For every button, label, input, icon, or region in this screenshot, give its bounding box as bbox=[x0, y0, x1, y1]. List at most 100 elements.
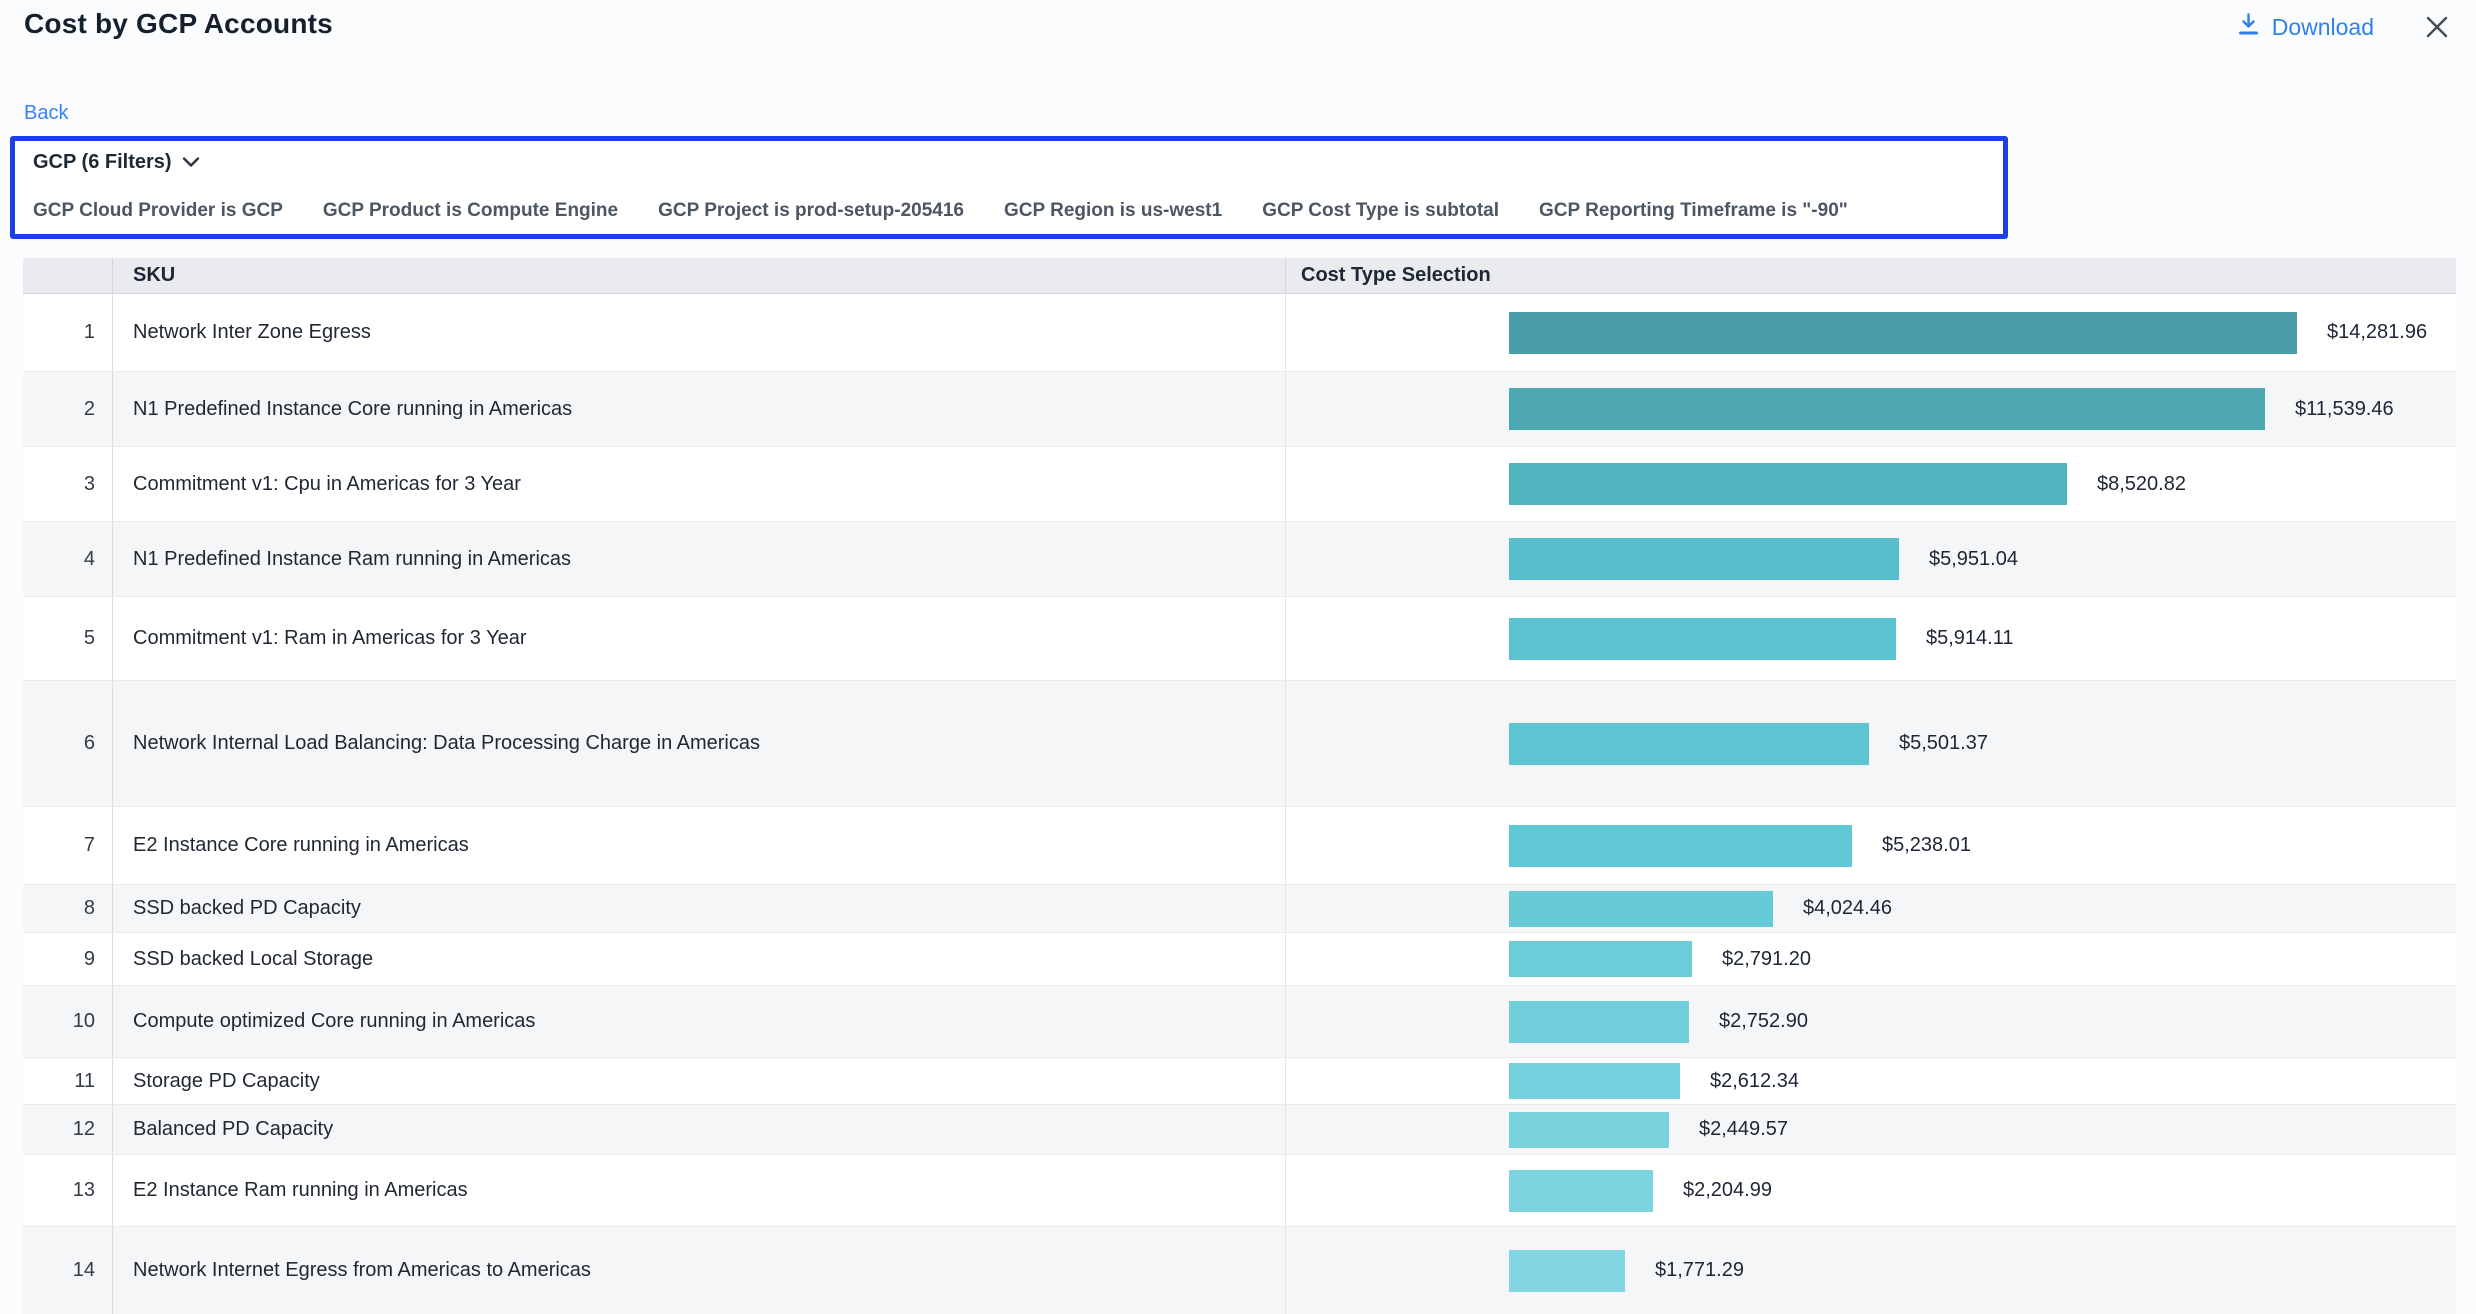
row-number: 4 bbox=[23, 522, 112, 596]
sku-name: Storage PD Capacity bbox=[112, 1058, 1285, 1104]
cost-value: $14,281.96 bbox=[2327, 321, 2427, 344]
sku-name: Balanced PD Capacity bbox=[112, 1105, 1285, 1154]
download-icon bbox=[2237, 12, 2260, 42]
top-actions: Download bbox=[2237, 10, 2454, 44]
cost-value: $2,204.99 bbox=[1683, 1179, 1772, 1202]
table-row[interactable]: 5Commitment v1: Ram in Americas for 3 Ye… bbox=[23, 597, 2456, 681]
cost-bar bbox=[1509, 891, 1773, 927]
cost-value: $5,951.04 bbox=[1929, 548, 2018, 571]
cost-value: $2,612.34 bbox=[1710, 1070, 1799, 1093]
sku-name: N1 Predefined Instance Core running in A… bbox=[112, 372, 1285, 446]
sku-name: SSD backed PD Capacity bbox=[112, 885, 1285, 932]
chevron-down-icon bbox=[182, 151, 200, 174]
cost-value: $11,539.46 bbox=[2295, 398, 2394, 421]
table-row[interactable]: 13E2 Instance Ram running in Americas$2,… bbox=[23, 1155, 2456, 1227]
row-number: 2 bbox=[23, 372, 112, 446]
row-number-column-header bbox=[23, 258, 112, 293]
row-number: 9 bbox=[23, 933, 112, 985]
table-row[interactable]: 11Storage PD Capacity $2,612.34 bbox=[23, 1058, 2456, 1105]
close-button[interactable] bbox=[2420, 10, 2454, 44]
cost-bar bbox=[1509, 1001, 1689, 1043]
cost-bar bbox=[1509, 538, 1899, 580]
table-row[interactable]: 8SSD backed PD Capacity $4,024.46 bbox=[23, 885, 2456, 933]
table-row[interactable]: 2N1 Predefined Instance Core running in … bbox=[23, 372, 2456, 447]
table-row[interactable]: 1Network Inter Zone Egress $14,281.96 bbox=[23, 294, 2456, 372]
cost-bar-cell: $2,204.99 bbox=[1285, 1155, 2456, 1226]
cost-bar-cell: $2,752.90 bbox=[1285, 986, 2456, 1057]
cost-bar-cell: $1,771.29 bbox=[1285, 1227, 2456, 1314]
table-row[interactable]: 3Commitment v1: Cpu in Americas for 3 Ye… bbox=[23, 447, 2456, 522]
table-row[interactable]: 4N1 Predefined Instance Ram running in A… bbox=[23, 522, 2456, 597]
back-link[interactable]: Back bbox=[24, 102, 68, 125]
filter-condition: GCP Cloud Provider is GCP bbox=[33, 200, 283, 222]
sku-name: Commitment v1: Cpu in Americas for 3 Yea… bbox=[112, 447, 1285, 521]
table-header: SKU Cost Type Selection bbox=[23, 258, 2456, 294]
cost-value: $2,752.90 bbox=[1719, 1010, 1808, 1033]
sku-name: SSD backed Local Storage bbox=[112, 933, 1285, 985]
row-number: 8 bbox=[23, 885, 112, 932]
table-row[interactable]: 7E2 Instance Core running in Americas$5,… bbox=[23, 807, 2456, 885]
cost-bar bbox=[1509, 941, 1692, 977]
sku-name: N1 Predefined Instance Ram running in Am… bbox=[112, 522, 1285, 596]
cost-value: $2,449.57 bbox=[1699, 1118, 1788, 1141]
filter-conditions: GCP Cloud Provider is GCP GCP Product is … bbox=[33, 200, 1985, 222]
cost-value: $8,520.82 bbox=[2097, 473, 2186, 496]
cost-bar-cell: $14,281.96 bbox=[1285, 294, 2456, 371]
row-number: 11 bbox=[23, 1058, 112, 1104]
row-number: 14 bbox=[23, 1227, 112, 1314]
row-number: 3 bbox=[23, 447, 112, 521]
sku-name: E2 Instance Core running in Americas bbox=[112, 807, 1285, 884]
filter-condition: GCP Region is us-west1 bbox=[1004, 200, 1222, 222]
cost-bar bbox=[1509, 1063, 1680, 1099]
filter-condition: GCP Reporting Timeframe is "-90" bbox=[1539, 200, 1848, 222]
row-number: 10 bbox=[23, 986, 112, 1057]
sku-name: Network Inter Zone Egress bbox=[112, 294, 1285, 371]
table-row[interactable]: 9SSD backed Local Storage $2,791.20 bbox=[23, 933, 2456, 986]
cost-bar bbox=[1509, 388, 2265, 430]
row-number: 12 bbox=[23, 1105, 112, 1154]
close-icon bbox=[2422, 12, 2452, 42]
cost-bar bbox=[1509, 825, 1852, 867]
sku-name: E2 Instance Ram running in Americas bbox=[112, 1155, 1285, 1226]
sku-column-header: SKU bbox=[112, 258, 1285, 293]
row-number: 5 bbox=[23, 597, 112, 680]
cost-bar bbox=[1509, 312, 2297, 354]
table-row[interactable]: 12Balanced PD Capacity $2,449.57 bbox=[23, 1105, 2456, 1155]
cost-bar-cell: $2,612.34 bbox=[1285, 1058, 2456, 1104]
cost-value: $1,771.29 bbox=[1655, 1259, 1744, 1282]
row-number: 7 bbox=[23, 807, 112, 884]
row-number: 6 bbox=[23, 681, 112, 806]
download-button[interactable]: Download bbox=[2237, 12, 2374, 42]
cost-bar bbox=[1509, 1170, 1653, 1212]
filter-condition: GCP Product is Compute Engine bbox=[323, 200, 618, 222]
cost-bar-cell: $11,539.46 bbox=[1285, 372, 2456, 446]
cost-value: $4,024.46 bbox=[1803, 897, 1892, 920]
cost-value: $5,501.37 bbox=[1899, 732, 1988, 755]
cost-bar-cell: $8,520.82 bbox=[1285, 447, 2456, 521]
filter-condition: GCP Project is prod-setup-205416 bbox=[658, 200, 964, 222]
cost-bar bbox=[1509, 1112, 1669, 1148]
filter-group-label: GCP (6 Filters) bbox=[33, 151, 172, 174]
page-title: Cost by GCP Accounts bbox=[24, 8, 333, 40]
filter-group-box: GCP (6 Filters) GCP Cloud Provider is GC… bbox=[10, 136, 2008, 239]
download-label: Download bbox=[2272, 14, 2374, 41]
row-number: 1 bbox=[23, 294, 112, 371]
filter-group-dropdown[interactable]: GCP (6 Filters) bbox=[33, 151, 200, 174]
cost-bar bbox=[1509, 463, 2067, 505]
cost-bar-cell: $2,791.20 bbox=[1285, 933, 2456, 985]
cost-by-gcp-accounts-panel: Cost by GCP Accounts Download Back GCP (… bbox=[0, 0, 2476, 1314]
cost-bar-cell: $5,914.11 bbox=[1285, 597, 2456, 680]
table-body: 1Network Inter Zone Egress$14,281.962N1 … bbox=[23, 294, 2456, 1314]
cost-bar-cell: $4,024.46 bbox=[1285, 885, 2456, 932]
sku-name: Commitment v1: Ram in Americas for 3 Yea… bbox=[112, 597, 1285, 680]
table-row[interactable]: 14Network Internet Egress from Americas … bbox=[23, 1227, 2456, 1314]
cost-table: SKU Cost Type Selection 1Network Inter Z… bbox=[23, 258, 2456, 1314]
table-row[interactable]: 10Compute optimized Core running in Amer… bbox=[23, 986, 2456, 1058]
cost-bar bbox=[1509, 1250, 1625, 1292]
cost-bar-cell: $5,951.04 bbox=[1285, 522, 2456, 596]
cost-value: $2,791.20 bbox=[1722, 948, 1811, 971]
filter-condition: GCP Cost Type is subtotal bbox=[1262, 200, 1499, 222]
cost-bar-cell: $5,501.37 bbox=[1285, 681, 2456, 806]
table-row[interactable]: 6Network Internal Load Balancing: Data P… bbox=[23, 681, 2456, 807]
sku-name: Network Internal Load Balancing: Data Pr… bbox=[112, 681, 1285, 806]
